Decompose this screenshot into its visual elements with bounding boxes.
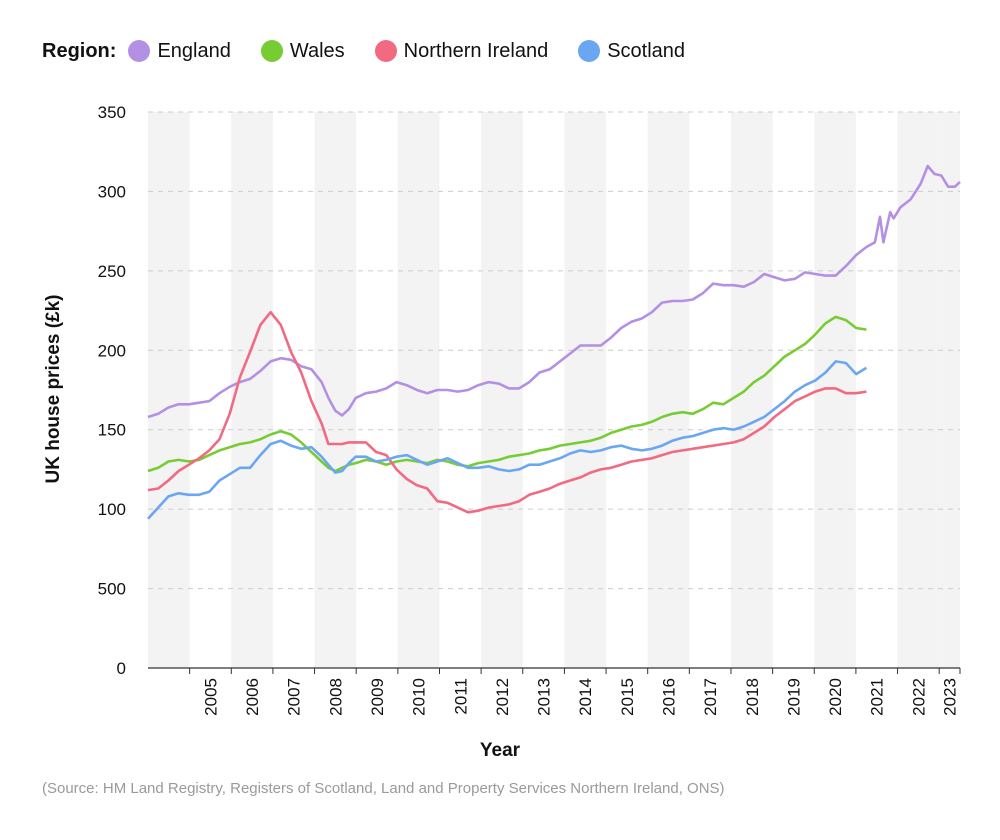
y-tick-label: 350 bbox=[98, 103, 126, 122]
x-tick-label: 2023 bbox=[941, 678, 960, 716]
legend-item-scotland[interactable]: Scotland bbox=[578, 40, 685, 63]
legend-item-england[interactable]: England bbox=[128, 39, 231, 63]
legend-title: Region: bbox=[42, 39, 117, 62]
line-chart: 0 500 100 150 200 250 300 350 2005 2006 2007 2008 2… bbox=[43, 103, 961, 761]
x-tick-label: 2014 bbox=[576, 678, 595, 716]
year-band bbox=[148, 112, 190, 668]
legend-dot-england bbox=[128, 40, 151, 62]
x-tick-label: 2013 bbox=[535, 678, 554, 716]
x-tick-label: 2005 bbox=[201, 678, 220, 716]
x-tick-label: 2017 bbox=[701, 678, 720, 716]
x-tick-label: 2010 bbox=[410, 678, 429, 716]
legend-label-northern-ireland: Northern Ireland bbox=[403, 39, 549, 62]
year-band bbox=[481, 112, 523, 668]
y-tick-label: 200 bbox=[98, 341, 126, 360]
series-line-wales bbox=[147, 315, 867, 473]
x-tick-label: 2016 bbox=[660, 678, 679, 716]
x-tick-label: 2006 bbox=[243, 678, 262, 716]
y-tick-label: 150 bbox=[98, 421, 126, 440]
y-tick-label: 100 bbox=[98, 500, 126, 519]
legend-item-wales[interactable]: Wales bbox=[260, 39, 345, 63]
series-line-england bbox=[147, 164, 961, 419]
y-axis-label: UK house prices (£k) bbox=[43, 295, 64, 484]
year-band bbox=[939, 112, 960, 668]
series-line-northern-ireland bbox=[147, 310, 867, 514]
legend-label-england: England bbox=[157, 39, 231, 62]
year-band bbox=[897, 112, 940, 668]
x-tick-label: 2011 bbox=[451, 678, 470, 715]
year-band bbox=[231, 112, 273, 668]
x-tick-label: 2020 bbox=[826, 678, 845, 716]
legend-label-scotland: Scotland bbox=[607, 39, 686, 62]
x-axis-label: Year bbox=[480, 740, 521, 761]
source-note: (Source: HM Land Registry, Registers of … bbox=[42, 780, 725, 797]
legend-item-northern-ireland[interactable]: Northern Ireland bbox=[374, 39, 549, 63]
year-band bbox=[314, 112, 357, 668]
x-tick-label: 2007 bbox=[285, 678, 304, 716]
year-band bbox=[730, 112, 773, 668]
year-band bbox=[647, 112, 690, 668]
x-tick-label: 2018 bbox=[743, 678, 762, 716]
legend-dot-wales bbox=[260, 40, 283, 62]
legend-dot-scotland bbox=[578, 40, 601, 62]
x-tick-label: 2021 bbox=[868, 678, 887, 716]
y-tick-label: 0 bbox=[117, 659, 126, 678]
x-tick-label: 2009 bbox=[368, 678, 387, 716]
y-tick-label: 250 bbox=[98, 262, 126, 281]
x-tick-label: 2022 bbox=[909, 678, 928, 716]
legend: Region: England Wales Northern Ireland S… bbox=[42, 36, 715, 66]
series-line-scotland bbox=[147, 360, 868, 520]
x-tick-label: 2015 bbox=[618, 678, 637, 716]
x-tick-label: 2008 bbox=[326, 678, 345, 716]
year-band bbox=[564, 112, 607, 668]
x-tick-label: 2012 bbox=[493, 678, 512, 716]
y-tick-label: 300 bbox=[98, 182, 126, 201]
legend-label-wales: Wales bbox=[289, 39, 345, 62]
x-tick-label: 2019 bbox=[784, 678, 803, 716]
legend-dot-northern-ireland bbox=[374, 40, 397, 62]
y-tick-label: 500 bbox=[98, 580, 126, 599]
